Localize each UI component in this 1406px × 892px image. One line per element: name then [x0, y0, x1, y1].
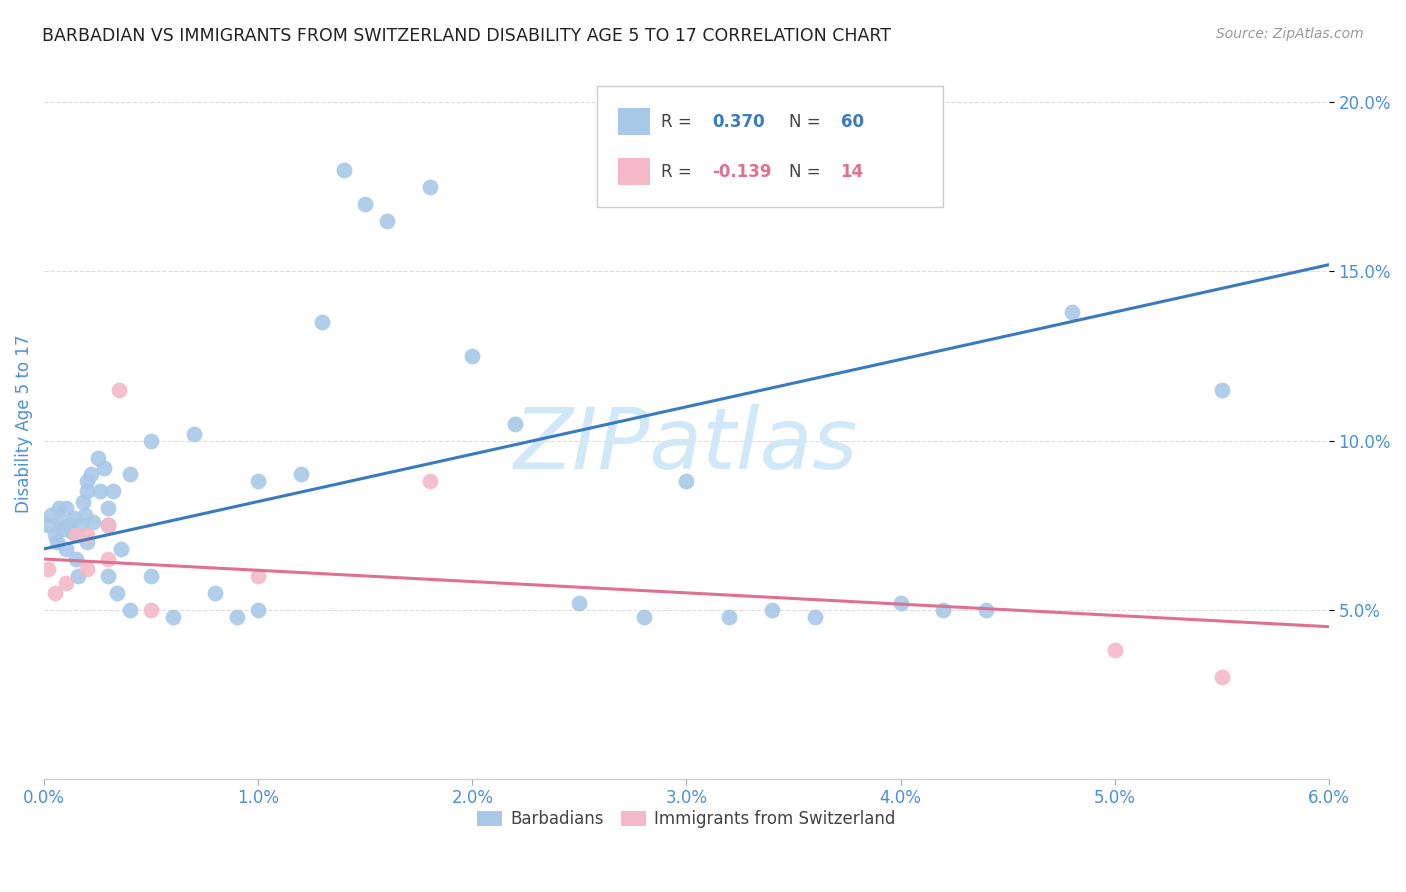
Point [247, 603, 270, 617]
Point [162, 609, 184, 624]
Point [633, 609, 655, 624]
Point [97, 501, 120, 516]
Point [97, 518, 120, 533]
Point [93, 460, 115, 475]
Point [76, 484, 98, 499]
Point [1211, 383, 1233, 397]
FancyBboxPatch shape [619, 158, 651, 185]
Point [183, 426, 205, 441]
Point [118, 603, 141, 617]
Point [890, 596, 912, 610]
Point [76, 562, 98, 576]
Point [55, 541, 77, 556]
Text: R =: R = [661, 112, 697, 131]
Legend: Barbadians, Immigrants from Switzerland: Barbadians, Immigrants from Switzerland [471, 803, 903, 835]
Point [59, 518, 82, 533]
Point [418, 180, 440, 194]
FancyBboxPatch shape [619, 108, 651, 136]
Point [105, 586, 128, 600]
Point [974, 603, 997, 617]
Point [503, 417, 526, 431]
Text: 0.370: 0.370 [711, 112, 765, 131]
Point [247, 569, 270, 583]
Point [247, 474, 270, 488]
Point [204, 586, 226, 600]
Point [568, 596, 591, 610]
Point [141, 569, 163, 583]
Point [73, 508, 96, 522]
Point [39, 508, 62, 522]
Point [141, 434, 163, 448]
Point [46, 535, 69, 549]
Y-axis label: Disability Age 5 to 17: Disability Age 5 to 17 [15, 334, 32, 513]
Point [311, 315, 333, 329]
Point [290, 467, 312, 482]
Text: R =: R = [661, 162, 697, 180]
Point [89, 484, 111, 499]
Point [97, 569, 120, 583]
Point [86, 450, 108, 465]
Point [80, 467, 103, 482]
Point [101, 484, 124, 499]
Text: BARBADIAN VS IMMIGRANTS FROM SWITZERLAND DISABILITY AGE 5 TO 17 CORRELATION CHAR: BARBADIAN VS IMMIGRANTS FROM SWITZERLAND… [42, 27, 891, 45]
Point [69, 518, 91, 533]
Text: 60: 60 [841, 112, 863, 131]
Point [1104, 643, 1126, 657]
Text: N =: N = [789, 162, 827, 180]
Point [761, 603, 783, 617]
Point [804, 609, 827, 624]
Text: ZIPatlas: ZIPatlas [515, 403, 859, 486]
Point [65, 528, 87, 542]
Point [141, 603, 163, 617]
Text: N =: N = [789, 112, 827, 131]
Point [44, 528, 66, 542]
Point [110, 541, 132, 556]
Point [1211, 670, 1233, 684]
Point [108, 383, 131, 397]
Point [76, 474, 98, 488]
Point [118, 467, 141, 482]
Point [37, 562, 59, 576]
Point [55, 575, 77, 590]
Point [932, 603, 955, 617]
Point [718, 609, 741, 624]
Point [48, 501, 70, 516]
Point [76, 528, 98, 542]
Point [52, 522, 75, 536]
Point [65, 552, 87, 566]
Point [37, 518, 59, 533]
Point [55, 501, 77, 516]
Point [63, 511, 86, 525]
Point [67, 569, 90, 583]
Point [1060, 305, 1083, 319]
Point [354, 197, 377, 211]
Point [675, 474, 697, 488]
Point [418, 474, 440, 488]
Text: Source: ZipAtlas.com: Source: ZipAtlas.com [1216, 27, 1364, 41]
Point [72, 494, 94, 508]
FancyBboxPatch shape [596, 87, 943, 207]
Text: 14: 14 [841, 162, 863, 180]
Text: -0.139: -0.139 [711, 162, 772, 180]
Point [375, 213, 398, 227]
Point [60, 524, 83, 539]
Point [76, 535, 98, 549]
Point [51, 515, 73, 529]
Point [333, 163, 356, 178]
Point [97, 552, 120, 566]
Point [82, 515, 104, 529]
Point [225, 609, 247, 624]
Point [44, 586, 66, 600]
Point [461, 349, 484, 363]
Point [97, 518, 120, 533]
